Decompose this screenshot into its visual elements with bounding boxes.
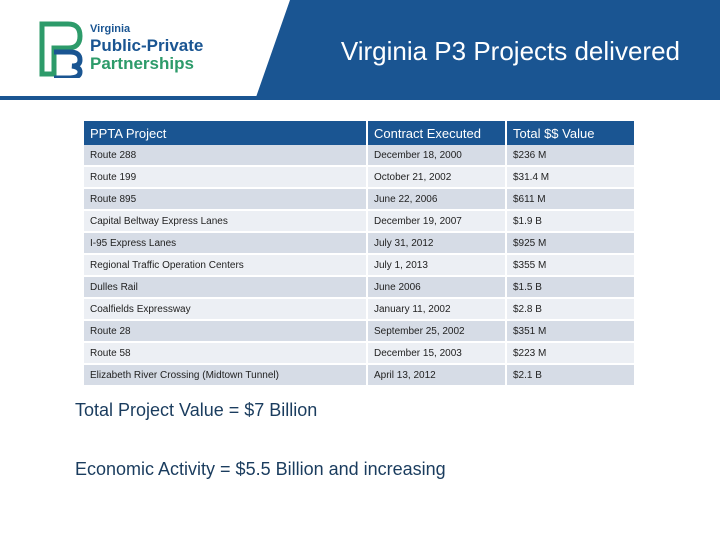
- header-contract-executed: Contract Executed: [367, 121, 507, 145]
- logo-wordmark: Virginia Public-Private Partnerships: [90, 20, 204, 73]
- project-value: $236 M: [506, 145, 636, 167]
- project-value: $2.8 B: [506, 298, 636, 321]
- contract-date: July 1, 2013: [367, 254, 507, 277]
- table-row: Route 28 September 25, 2002 $351 M: [84, 320, 636, 343]
- project-value: $1.5 B: [506, 276, 636, 299]
- project-name: Route 58: [84, 342, 368, 365]
- table-row: I-95 Express Lanes July 31, 2012 $925 M: [84, 232, 636, 255]
- table-row: Route 199 October 21, 2002 $31.4 M: [84, 166, 636, 189]
- project-name: Route 288: [84, 145, 368, 167]
- table-row: Coalfields Expressway January 11, 2002 $…: [84, 298, 636, 321]
- header-ppta-project: PPTA Project: [84, 121, 368, 145]
- table-row: Capital Beltway Express Lanes December 1…: [84, 210, 636, 233]
- project-name: Elizabeth River Crossing (Midtown Tunnel…: [84, 364, 368, 387]
- contract-date: September 25, 2002: [367, 320, 507, 343]
- contract-date: June 22, 2006: [367, 188, 507, 211]
- project-name: Coalfields Expressway: [84, 298, 368, 321]
- project-name: Regional Traffic Operation Centers: [84, 254, 368, 277]
- project-name: Route 28: [84, 320, 368, 343]
- contract-date: December 19, 2007: [367, 210, 507, 233]
- virginia-p3-logo: Virginia Public-Private Partnerships: [38, 20, 228, 80]
- project-value: $351 M: [506, 320, 636, 343]
- contract-date: July 31, 2012: [367, 232, 507, 255]
- projects-table-wrap: PPTA Project Contract Executed Total $$ …: [84, 121, 636, 387]
- contract-date: June 2006: [367, 276, 507, 299]
- contract-date: October 21, 2002: [367, 166, 507, 189]
- contract-date: December 15, 2003: [367, 342, 507, 365]
- project-value: $31.4 M: [506, 166, 636, 189]
- total-project-value: Total Project Value = $7 Billion: [75, 400, 318, 420]
- project-name: Dulles Rail: [84, 276, 368, 299]
- table-row: Dulles Rail June 2006 $1.5 B: [84, 276, 636, 299]
- header-total-value: Total $$ Value: [506, 121, 636, 145]
- project-value: $925 M: [506, 232, 636, 255]
- table-header-row: PPTA Project Contract Executed Total $$ …: [84, 121, 636, 145]
- project-value: $1.9 B: [506, 210, 636, 233]
- table-row: Route 895 June 22, 2006 $611 M: [84, 188, 636, 211]
- slide-title: Virginia P3 Projects delivered: [340, 36, 680, 66]
- contract-date: January 11, 2002: [367, 298, 507, 321]
- project-value: $2.1 B: [506, 364, 636, 387]
- p3-logo-mark-icon: [39, 21, 83, 78]
- table-row: Regional Traffic Operation Centers July …: [84, 254, 636, 277]
- project-value: $355 M: [506, 254, 636, 277]
- project-value: $223 M: [506, 342, 636, 365]
- projects-table: PPTA Project Contract Executed Total $$ …: [84, 121, 636, 387]
- project-name: I-95 Express Lanes: [84, 232, 368, 255]
- project-name: Capital Beltway Express Lanes: [84, 210, 368, 233]
- table-row: Route 58 December 15, 2003 $223 M: [84, 342, 636, 365]
- project-name: Route 895: [84, 188, 368, 211]
- contract-date: December 18, 2000: [367, 145, 507, 167]
- logo-line-virginia: Virginia: [90, 23, 131, 35]
- table-row: Route 288 December 18, 2000 $236 M: [84, 145, 636, 167]
- logo-line-partnerships: Partnerships: [90, 54, 194, 73]
- project-value: $611 M: [506, 188, 636, 211]
- economic-activity: Economic Activity = $5.5 Billion and inc…: [75, 459, 446, 479]
- contract-date: April 13, 2012: [367, 364, 507, 387]
- table-row: Elizabeth River Crossing (Midtown Tunnel…: [84, 364, 636, 387]
- project-name: Route 199: [84, 166, 368, 189]
- logo-line-public-private: Public-Private: [90, 36, 204, 55]
